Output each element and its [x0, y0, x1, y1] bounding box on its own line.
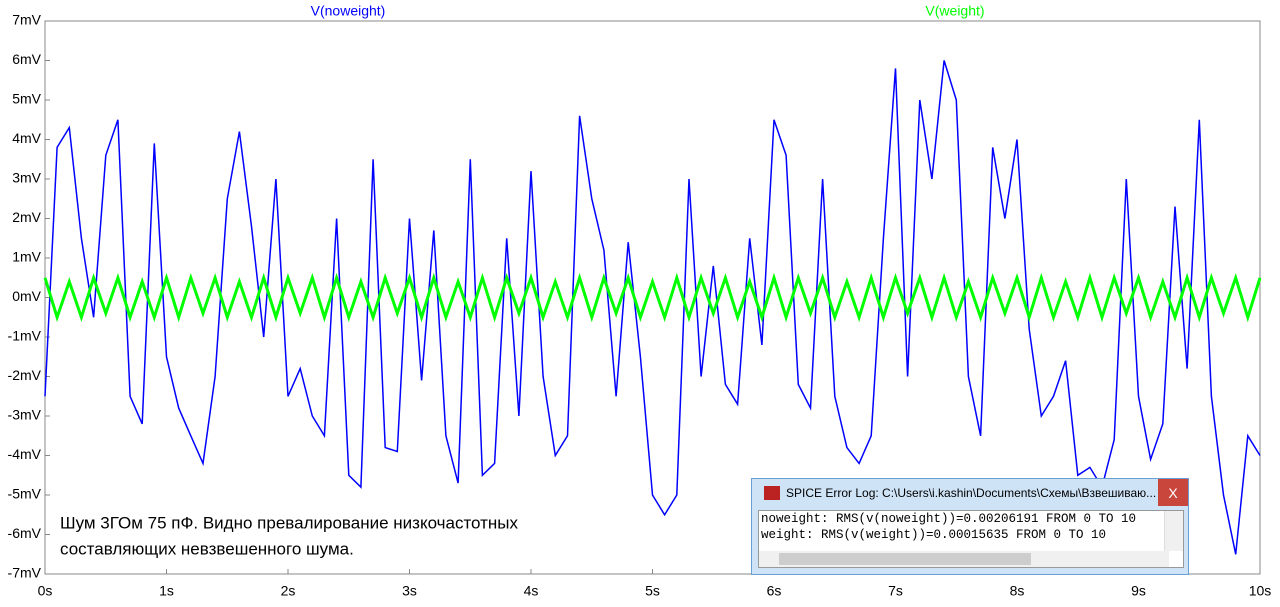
close-button[interactable]: X: [1158, 479, 1188, 506]
title-bar: SPICE Error Log: C:\Users\i.kashin\Docum…: [752, 479, 1188, 507]
y-tick-label: 7mV: [12, 12, 41, 28]
log-text: noweight: RMS(v(noweight))=0.00206191 FR…: [758, 510, 1184, 568]
y-tick-label: -6mV: [8, 525, 42, 541]
y-tick-label: -5mV: [8, 486, 42, 502]
x-tick-label: 8s: [1010, 583, 1025, 599]
annotation: Шум 3ГОм 75 пФ. Видно превалирование низ…: [60, 513, 519, 532]
x-tick-label: 10s: [1249, 583, 1272, 599]
annotation: составляющих невзвешенного шума.: [60, 539, 354, 558]
x-tick-label: 0s: [38, 583, 53, 599]
series-line: [43, 272, 1262, 323]
y-tick-label: 1mV: [12, 249, 41, 265]
y-tick-label: -7mV: [8, 565, 42, 581]
vertical-scrollbar[interactable]: [1164, 511, 1183, 551]
x-tick-label: 3s: [402, 583, 417, 599]
y-tick-label: 4mV: [12, 130, 41, 146]
x-tick-label: 7s: [888, 583, 903, 599]
y-tick-label: -1mV: [8, 328, 42, 344]
legend-entry: V(weight): [925, 3, 984, 19]
y-tick-label: 2mV: [12, 209, 41, 225]
y-tick-label: 6mV: [12, 51, 41, 67]
series-line: [44, 60, 1261, 555]
horizontal-scrollbar[interactable]: [759, 551, 1169, 567]
y-tick-label: -4mV: [8, 446, 42, 462]
x-tick-label: 6s: [767, 583, 782, 599]
y-tick-label: -2mV: [8, 367, 42, 383]
x-tick-label: 5s: [645, 583, 660, 599]
x-tick-label: 1s: [159, 583, 174, 599]
scroll-thumb[interactable]: [779, 553, 1031, 565]
x-tick-label: 9s: [1131, 583, 1146, 599]
log-line: weight: RMS(v(weight))=0.00015635 FROM 0…: [761, 528, 1107, 542]
dialog-title: SPICE Error Log: C:\Users\i.kashin\Docum…: [786, 486, 1157, 500]
x-tick-label: 2s: [281, 583, 296, 599]
y-tick-label: 5mV: [12, 91, 41, 107]
icon: [764, 486, 780, 500]
y-tick-label: 0mV: [12, 288, 41, 304]
error-log-dialog[interactable]: SPICE Error Log: C:\Users\i.kashin\Docum…: [751, 478, 1189, 575]
legend-entry: V(noweight): [311, 3, 386, 19]
y-tick-label: -3mV: [8, 407, 42, 423]
log-line: noweight: RMS(v(noweight))=0.00206191 FR…: [761, 512, 1137, 526]
y-tick-label: 3mV: [12, 170, 41, 186]
x-tick-label: 4s: [524, 583, 539, 599]
